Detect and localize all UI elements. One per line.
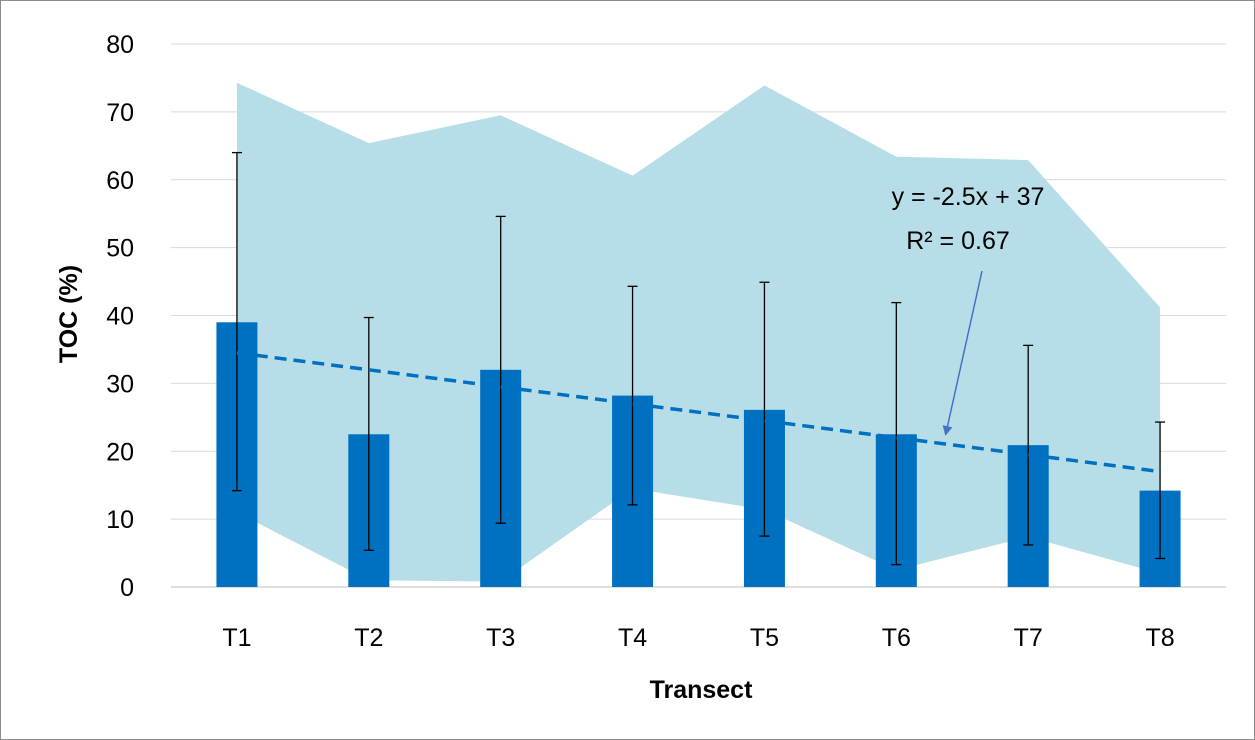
error-bar-T4 [627, 285, 638, 506]
trendline-label-arrow [942, 270, 983, 436]
x-tick-label-T8: T8 [1145, 624, 1174, 652]
trendline [236, 351, 1161, 474]
y-tick-label-20: 20 [106, 438, 134, 466]
x-tick-label-T3: T3 [486, 624, 515, 652]
error-bar-T7 [1023, 344, 1034, 546]
error-bar-T1 [231, 151, 242, 492]
trendline-r-squared: R² = 0.67 [906, 227, 1010, 255]
y-tick-label-30: 30 [106, 370, 134, 398]
y-tick-label-70: 70 [106, 99, 134, 127]
trendline-line [236, 351, 1161, 474]
x-axis-ticks: T1 T2 T3 T4 T5 T6 T7 T8 [222, 624, 1174, 652]
y-tick-label-60: 60 [106, 167, 134, 195]
range-band [236, 82, 1161, 582]
x-tick-label-T2: T2 [354, 624, 383, 652]
error-bar-T3 [495, 215, 506, 524]
y-axis-title: TOC (%) [55, 265, 83, 363]
error-bars [231, 151, 1166, 566]
x-tick-label-T5: T5 [750, 624, 779, 652]
y-axis-ticks: 0 10 20 30 40 50 60 70 80 [106, 31, 134, 602]
y-tick-label-40: 40 [106, 303, 134, 331]
x-tick-label-T1: T1 [222, 624, 251, 652]
y-tick-label-80: 80 [106, 31, 134, 59]
x-tick-label-T6: T6 [882, 624, 911, 652]
bars [216, 322, 1181, 587]
x-tick-label-T4: T4 [618, 624, 647, 652]
y-tick-label-10: 10 [106, 506, 134, 534]
error-bar-T6 [891, 301, 902, 566]
error-bar-T8 [1155, 421, 1166, 560]
y-tick-label-50: 50 [106, 235, 134, 263]
y-tick-label-0: 0 [120, 574, 134, 602]
range-band-area [236, 82, 1161, 582]
error-bar-T2 [363, 316, 374, 551]
x-axis-title: Transect [650, 676, 754, 704]
error-bar-T5 [759, 281, 770, 537]
trendline-equation: y = -2.5x + 37 [892, 183, 1045, 211]
x-tick-label-T7: T7 [1014, 624, 1043, 652]
